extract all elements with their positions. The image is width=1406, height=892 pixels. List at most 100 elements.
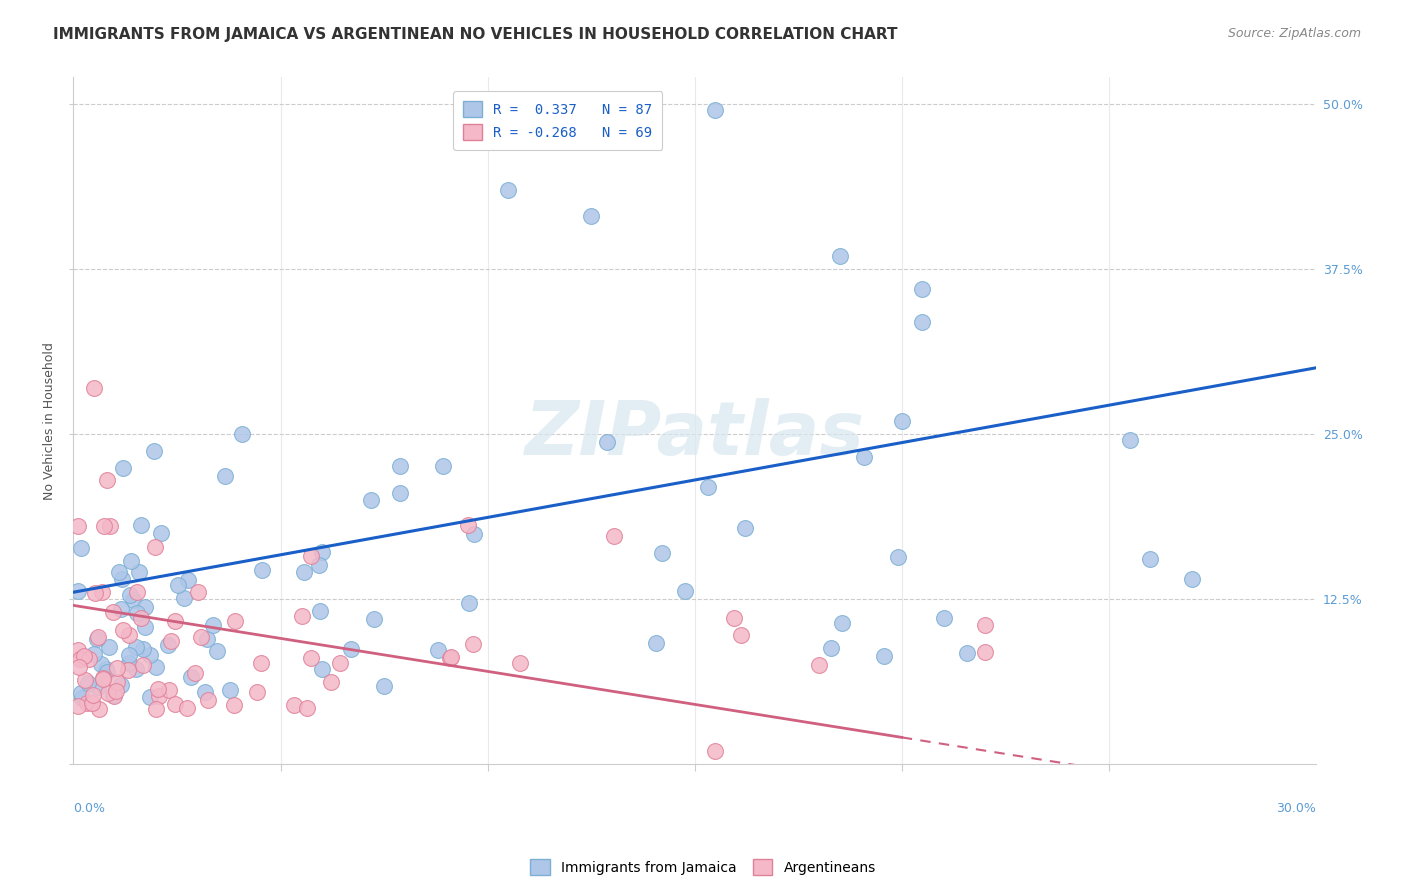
Point (432, 459, 454, 474)
Point (214, 469, 236, 483)
Point (461, 637, 484, 651)
Point (165, 698, 187, 712)
Point (111, 623, 134, 637)
Point (973, 644, 995, 658)
Point (73, 649, 96, 664)
Point (97, 640, 120, 655)
Point (704, 103, 727, 118)
Point (96, 473, 118, 487)
Point (222, 698, 245, 713)
Point (291, 608, 314, 623)
Point (143, 540, 166, 554)
Point (69, 651, 91, 665)
Point (145, 659, 167, 673)
Point (231, 426, 253, 441)
Point (1139, 552, 1161, 566)
Point (644, 636, 666, 650)
Point (122, 593, 145, 607)
Point (427, 642, 450, 657)
Point (730, 628, 752, 642)
Point (311, 663, 333, 677)
Point (117, 656, 139, 670)
Point (69, 541, 91, 556)
Point (107, 661, 129, 675)
Point (828, 249, 851, 263)
Point (1118, 434, 1140, 448)
Point (146, 682, 169, 697)
Point (887, 549, 910, 564)
Point (180, 669, 202, 683)
Point (82, 688, 104, 702)
Point (301, 650, 323, 665)
Point (498, 183, 520, 197)
Point (110, 678, 132, 692)
Point (250, 563, 273, 577)
Point (98, 519, 121, 533)
Point (127, 606, 149, 620)
Point (104, 684, 127, 698)
Point (125, 661, 148, 675)
Point (91, 671, 114, 685)
Point (66, 583, 89, 598)
Point (83, 586, 105, 600)
Point (139, 690, 162, 705)
Point (299, 549, 322, 564)
Point (509, 657, 531, 671)
Point (292, 566, 315, 580)
Point (134, 620, 156, 634)
Point (202, 618, 225, 632)
Point (440, 650, 463, 665)
Point (165, 615, 187, 629)
Point (388, 459, 411, 474)
Point (112, 461, 135, 475)
Point (142, 444, 165, 458)
Point (807, 657, 830, 672)
Point (187, 585, 209, 599)
Point (129, 517, 152, 532)
Point (110, 602, 132, 616)
Point (132, 658, 155, 673)
Point (329, 656, 352, 670)
Point (339, 641, 361, 656)
Point (120, 554, 142, 568)
Point (439, 651, 461, 665)
Point (603, 529, 626, 543)
Point (134, 599, 156, 614)
Point (91, 584, 114, 599)
Point (148, 689, 170, 703)
Point (159, 634, 181, 648)
Point (246, 684, 269, 698)
Point (103, 690, 125, 704)
Point (66, 519, 89, 533)
Point (91, 672, 114, 686)
Point (150, 525, 173, 540)
Point (86, 632, 108, 647)
Point (973, 618, 995, 632)
Point (96, 665, 118, 680)
Point (388, 485, 411, 500)
Point (111, 572, 134, 586)
Point (852, 450, 875, 465)
Point (157, 683, 180, 698)
Point (94, 661, 117, 675)
Point (190, 630, 212, 644)
Point (66, 698, 89, 713)
Point (579, 209, 602, 223)
Point (932, 611, 955, 625)
Point (463, 526, 485, 541)
Point (176, 701, 198, 715)
Point (87, 680, 110, 694)
Point (723, 611, 745, 625)
Point (125, 584, 148, 599)
Point (1181, 572, 1204, 586)
Point (101, 688, 124, 702)
Point (219, 683, 242, 698)
Point (697, 480, 720, 494)
Text: ZIPatlas: ZIPatlas (524, 398, 865, 471)
Point (873, 649, 896, 664)
Point (97, 686, 120, 700)
Point (173, 591, 195, 605)
Point (319, 674, 342, 689)
Point (311, 545, 333, 559)
Point (118, 628, 141, 642)
